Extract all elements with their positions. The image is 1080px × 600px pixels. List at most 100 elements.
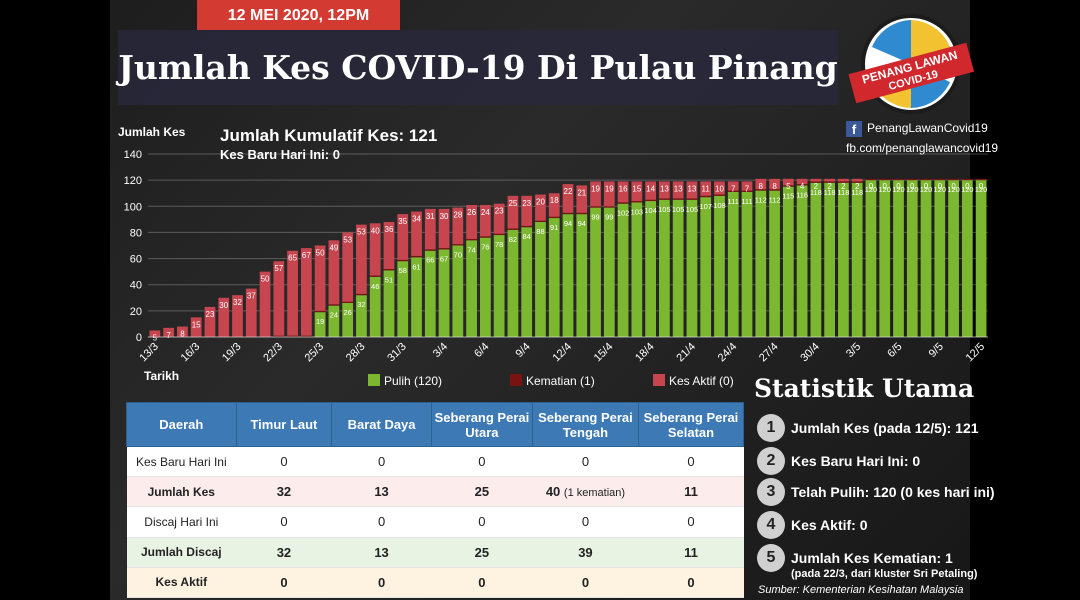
bar-kematian (769, 189, 780, 191)
data-label-pulih: 74 (467, 245, 475, 254)
bar-aktif (369, 223, 381, 276)
col-header-timur-laut: Timur Laut (235, 402, 333, 447)
bar-aktif (521, 195, 533, 226)
bar-pulih (411, 257, 422, 337)
bar-pulih (700, 197, 712, 337)
data-label-pulih: 107 (699, 202, 712, 211)
x-tick-label: 30/4 (798, 341, 822, 365)
col-header-sp-selatan: Seberang Perai Selatan (637, 402, 745, 447)
facebook-url[interactable]: fb.com/penanglawancovid19 (846, 141, 999, 155)
bar-kematian (562, 212, 574, 215)
cell-note: (1 kematian) (563, 487, 626, 500)
data-label-aktif: 15 (632, 184, 641, 193)
x-tick-label: 3/4 (431, 341, 450, 360)
data-label-aktif: 5 (786, 182, 791, 191)
table-cell: 11 (638, 537, 744, 568)
row-label: Discaj Hari Ini (126, 506, 237, 538)
bar-kematian (948, 178, 959, 181)
data-label-pulih: 103 (631, 207, 644, 216)
data-label-pulih: 51 (385, 275, 393, 284)
data-label-pulih: 26 (344, 308, 352, 317)
x-tick-label: 31/3 (385, 341, 409, 365)
bar-kematian (314, 310, 326, 313)
data-label-pulih: 118 (851, 188, 863, 197)
table-cell: 0 (638, 506, 744, 538)
data-label-aktif: 7 (745, 184, 750, 193)
data-label-pulih: 120 (947, 185, 960, 194)
bar-kematian (824, 181, 836, 183)
y-tick-label: 0 (136, 332, 142, 344)
bar-aktif (232, 295, 243, 337)
bar-kematian (934, 178, 946, 181)
col-header-barat-daya: Barat Daya (331, 402, 432, 447)
table-row-jumlah-kes: Jumlah Kes 32 13 25 40 (1 kematian) 11 (126, 476, 744, 508)
data-label-aktif: 67 (302, 251, 311, 260)
bar-kematian (521, 225, 533, 228)
bar-pulih (755, 190, 767, 337)
table-cell: 39 (532, 537, 639, 568)
bar-aktif (824, 178, 836, 182)
facebook-name[interactable]: PenangLawanCovid19 (867, 121, 988, 135)
data-label-aktif: 19 (591, 184, 600, 193)
table-cell: 0 (638, 567, 744, 599)
data-label-pulih: 120 (878, 185, 891, 194)
date-tag: 12 MEI 2020, 12PM (197, 0, 400, 30)
bar-pulih (452, 245, 464, 337)
data-label-aktif: 53 (357, 228, 366, 237)
table-cell: 25 (431, 476, 533, 508)
data-label-pulih: 94 (564, 219, 572, 228)
data-label-aktif: 0 (896, 182, 901, 191)
bar-aktif (452, 207, 464, 245)
bar-kematian (438, 248, 450, 250)
data-label-pulih: 102 (617, 209, 630, 218)
data-label-aktif: 34 (412, 215, 421, 224)
bar-aktif (796, 178, 808, 185)
data-label-pulih: 105 (686, 205, 699, 214)
data-label-aktif: 50 (261, 275, 270, 284)
table-row-kes-baru: Kes Baru Hari Ini 0 0 0 0 0 (126, 446, 744, 478)
table-row-discaj-hari-ini: Discaj Hari Ini 0 0 0 0 0 (126, 506, 744, 538)
bar-pulih (906, 180, 918, 337)
table-cell: 0 (236, 567, 332, 599)
y-tick-label: 60 (130, 254, 142, 266)
data-label-aktif: 5 (153, 333, 158, 342)
stat-text: Jumlah Kes Kematian: 1 (791, 550, 953, 566)
bar-kematian (879, 178, 891, 181)
bar-kematian (590, 206, 601, 208)
x-tick-label: 12/5 (964, 341, 988, 365)
data-label-pulih: 111 (741, 197, 752, 206)
bar-aktif (397, 214, 409, 260)
bar-aktif (562, 184, 574, 213)
bar-pulih (548, 218, 560, 337)
data-label-pulih: 67 (440, 254, 448, 263)
bar-pulih (851, 182, 863, 337)
data-label-pulih: 84 (523, 232, 531, 241)
data-label-aktif: 0 (924, 182, 929, 191)
table-cell: 0 (331, 506, 432, 538)
bar-aktif (714, 181, 725, 195)
col-header-sp-tengah: Seberang Perai Tengah (531, 402, 639, 447)
x-tick-label: 19/3 (220, 341, 244, 365)
bar-aktif (548, 193, 560, 217)
table-cell: 0 (431, 446, 533, 478)
bar-kematian (328, 304, 340, 306)
bar-pulih (617, 203, 629, 337)
row-label: Kes Baru Hari Ini (126, 446, 237, 478)
bar-kematian (273, 335, 285, 337)
bar-kematian (369, 275, 381, 277)
bar-aktif (617, 181, 629, 203)
stat-number: 5 (757, 544, 785, 572)
bar-aktif (149, 330, 161, 337)
y-tick-label: 40 (130, 280, 142, 292)
data-label-aktif: 24 (481, 208, 490, 217)
bar-kematian (961, 178, 973, 181)
data-label-aktif: 0 (965, 182, 970, 191)
data-label-aktif: 10 (715, 184, 724, 193)
legend-swatch (653, 374, 665, 386)
bar-pulih (686, 199, 698, 337)
legend-swatch (368, 374, 380, 386)
data-label-pulih: 120 (934, 185, 947, 194)
x-tick-label: 16/3 (179, 341, 203, 365)
bar-aktif (204, 306, 216, 337)
data-label-aktif: 8 (772, 182, 777, 191)
